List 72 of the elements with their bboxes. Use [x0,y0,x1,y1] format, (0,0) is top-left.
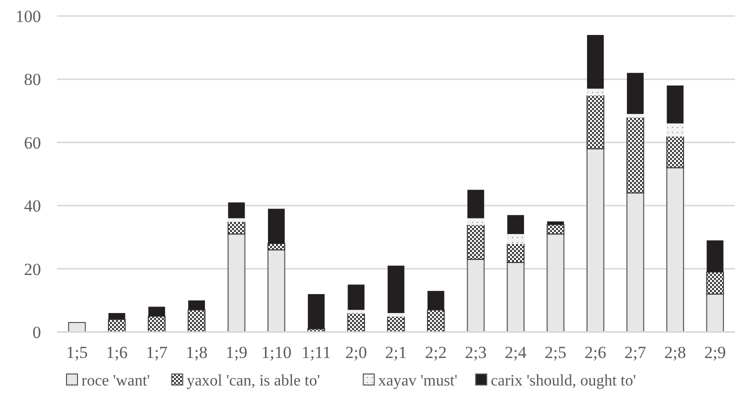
bar [586,94,604,150]
bar [267,249,286,332]
bar [466,258,485,332]
bar [188,309,206,332]
x-tick-label: 1;5 [66,343,88,362]
bar [546,224,564,235]
legend-label: roce 'want' [82,372,150,390]
x-tick-label: 1;6 [106,343,128,362]
bar [148,306,166,316]
bar [148,316,166,332]
x-tick-label: 2;0 [345,343,367,362]
bar [587,34,604,89]
bar [506,243,525,263]
y-tick-label: 100 [16,6,41,26]
bar [466,218,485,226]
bar [666,86,684,124]
x-tick-label: 2;2 [425,343,447,362]
legend-label: yaxol 'can, is able to' [186,372,320,390]
x-tick-label: 2;3 [464,343,487,362]
x-tick-label: 2;5 [544,343,566,362]
bar [467,190,484,218]
bar [308,294,325,329]
bar [228,234,246,332]
y-tick-label: 40 [24,196,41,216]
bar [506,262,525,332]
bar [626,116,644,194]
y-tick-label: 60 [24,133,41,152]
x-tick-label: 2;6 [584,343,606,362]
bar [108,313,126,320]
bar [347,312,365,332]
bar [188,300,205,310]
bar [586,148,604,332]
legend-label: xayav 'must' [378,372,458,390]
bar [506,234,525,244]
bar [706,294,724,332]
bar [706,240,724,272]
bar [388,266,404,314]
legend-label: carix 'should, ought to' [490,372,636,390]
bar [228,220,246,235]
y-tick-label: 80 [24,70,41,90]
bar [586,88,604,96]
x-tick-label: 1;11 [301,343,332,362]
x-tick-label: 1;9 [226,343,248,362]
bar [68,322,86,332]
x-tick-label: 1;7 [146,343,168,362]
x-tick-label: 1;10 [261,343,292,362]
y-tick-label: 20 [24,260,41,279]
bar [507,215,524,234]
bar [666,136,684,168]
bar [228,218,246,222]
bar [348,284,364,310]
bar [626,192,644,332]
bar [387,316,405,332]
bar [427,309,445,332]
bar [547,221,564,225]
bar [268,208,285,244]
bar [666,122,684,137]
bar [546,234,564,332]
x-tick-label: 2;8 [664,343,686,362]
x-tick-label: 2;9 [704,343,726,362]
x-tick-label: 1;8 [186,343,208,362]
bar [706,271,724,295]
x-tick-label: 2;4 [504,343,528,362]
bar [428,290,444,310]
bar [626,72,644,114]
bar [466,224,485,260]
bar [267,243,286,250]
x-tick-label: 2;7 [624,343,647,362]
y-tick-label: 0 [32,322,41,342]
bar [666,167,684,332]
bar [228,202,245,218]
x-tick-label: 2;1 [385,343,407,362]
